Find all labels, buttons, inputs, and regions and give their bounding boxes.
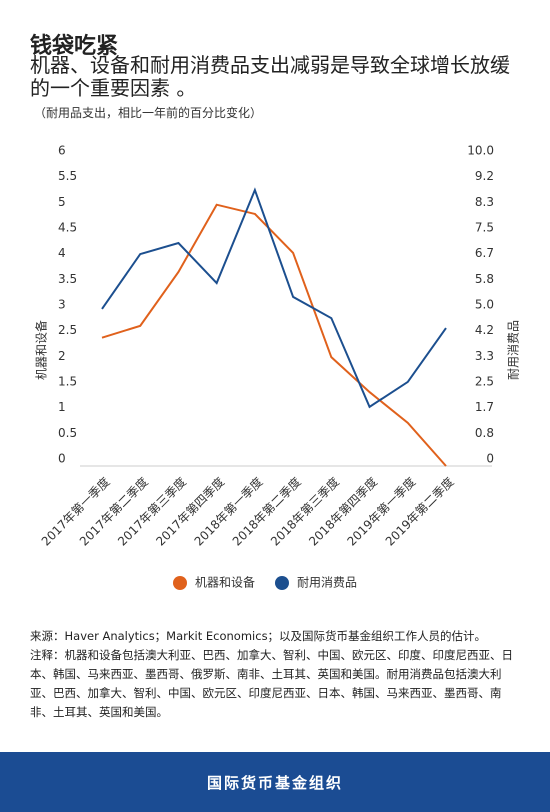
- x-tick-label: 2019年第一季度: [344, 474, 419, 549]
- legend-swatch: [173, 576, 187, 590]
- y-tick-label: 0.5: [58, 426, 77, 440]
- y-tick-label: 1: [58, 400, 66, 414]
- source-block: 来源：Haver Analytics；Markit Economics；以及国际…: [30, 627, 520, 722]
- y2-tick-label: 0.8: [475, 426, 494, 440]
- y-tick-label: 5.5: [58, 169, 77, 183]
- y-tick-label: 4: [58, 246, 66, 260]
- y2-tick-label: 1.7: [475, 400, 494, 414]
- subtitle: 机器、设备和耐用消费品支出减弱是导致全球增长放缓的一个重要因素 。: [30, 53, 510, 100]
- y-axis-title: 机器和设备: [35, 320, 49, 380]
- title: 钱袋吃紧: [30, 34, 119, 59]
- y2-tick-label: 9.2: [475, 169, 494, 183]
- note: （耐用品支出，相比一年前的百分比变化）: [34, 106, 263, 120]
- y2-tick-label: 3.3: [475, 349, 494, 363]
- x-tick-label: 2017年第四季度: [153, 474, 228, 549]
- footnote: 注释：机器和设备包括澳大利亚、巴西、加拿大、智利、中国、欧元区、印度、印度尼西亚…: [30, 648, 513, 719]
- legend-swatch: [275, 576, 289, 590]
- x-tick-label: 2017年第二季度: [76, 474, 151, 549]
- y2-tick-label: 5.8: [475, 272, 494, 286]
- chart: 0 0.5 1 1.5 2 2.5 3 3.5 4 4.5 5 5.5 6 0 0.8 1.7 2.5 3.3 4.…: [35, 144, 521, 590]
- x-tick-label: 2018年第一季度: [191, 474, 266, 549]
- y2-tick-label: 7.5: [475, 221, 494, 235]
- x-tick-label: 2018年第三季度: [267, 474, 342, 549]
- y-tick-label: 1.5: [58, 375, 77, 389]
- y2-tick-label: 4.2: [475, 323, 494, 337]
- y-tick-label: 0: [58, 452, 66, 466]
- y2-tick-label: 10.0: [467, 144, 494, 158]
- y-tick-label: 3: [58, 298, 66, 312]
- x-tick-label: 2018年第二季度: [229, 474, 304, 549]
- x-tick-label: 2019年第二季度: [382, 474, 457, 549]
- y2-tick-label: 8.3: [475, 195, 494, 209]
- series-line: [101, 203, 447, 467]
- series-line: [101, 187, 447, 409]
- legend-label: 耐用消费品: [297, 576, 357, 590]
- y2-tick-label: 5.0: [475, 298, 494, 312]
- source: 来源：Haver Analytics；Markit Economics；以及国际…: [30, 629, 487, 643]
- y2-tick-label: 0: [486, 452, 494, 466]
- y2-tick-label: 6.7: [475, 246, 494, 260]
- y-tick-label: 3.5: [58, 272, 77, 286]
- y-tick-label: 2: [58, 349, 66, 363]
- y2-axis-title: 耐用消费品: [507, 320, 521, 380]
- y-tick-label: 5: [58, 195, 66, 209]
- footer: 国际货币基金组织: [0, 752, 550, 812]
- x-tick-label: 2018年第四季度: [306, 474, 381, 549]
- y-tick-label: 6: [58, 144, 66, 158]
- x-tick-label: 2017年第一季度: [38, 474, 113, 549]
- y-tick-label: 4.5: [58, 221, 77, 235]
- y-tick-label: 2.5: [58, 323, 77, 337]
- y2-tick-label: 2.5: [475, 375, 494, 389]
- x-tick-label: 2017年第三季度: [114, 474, 189, 549]
- legend-label: 机器和设备: [195, 576, 255, 590]
